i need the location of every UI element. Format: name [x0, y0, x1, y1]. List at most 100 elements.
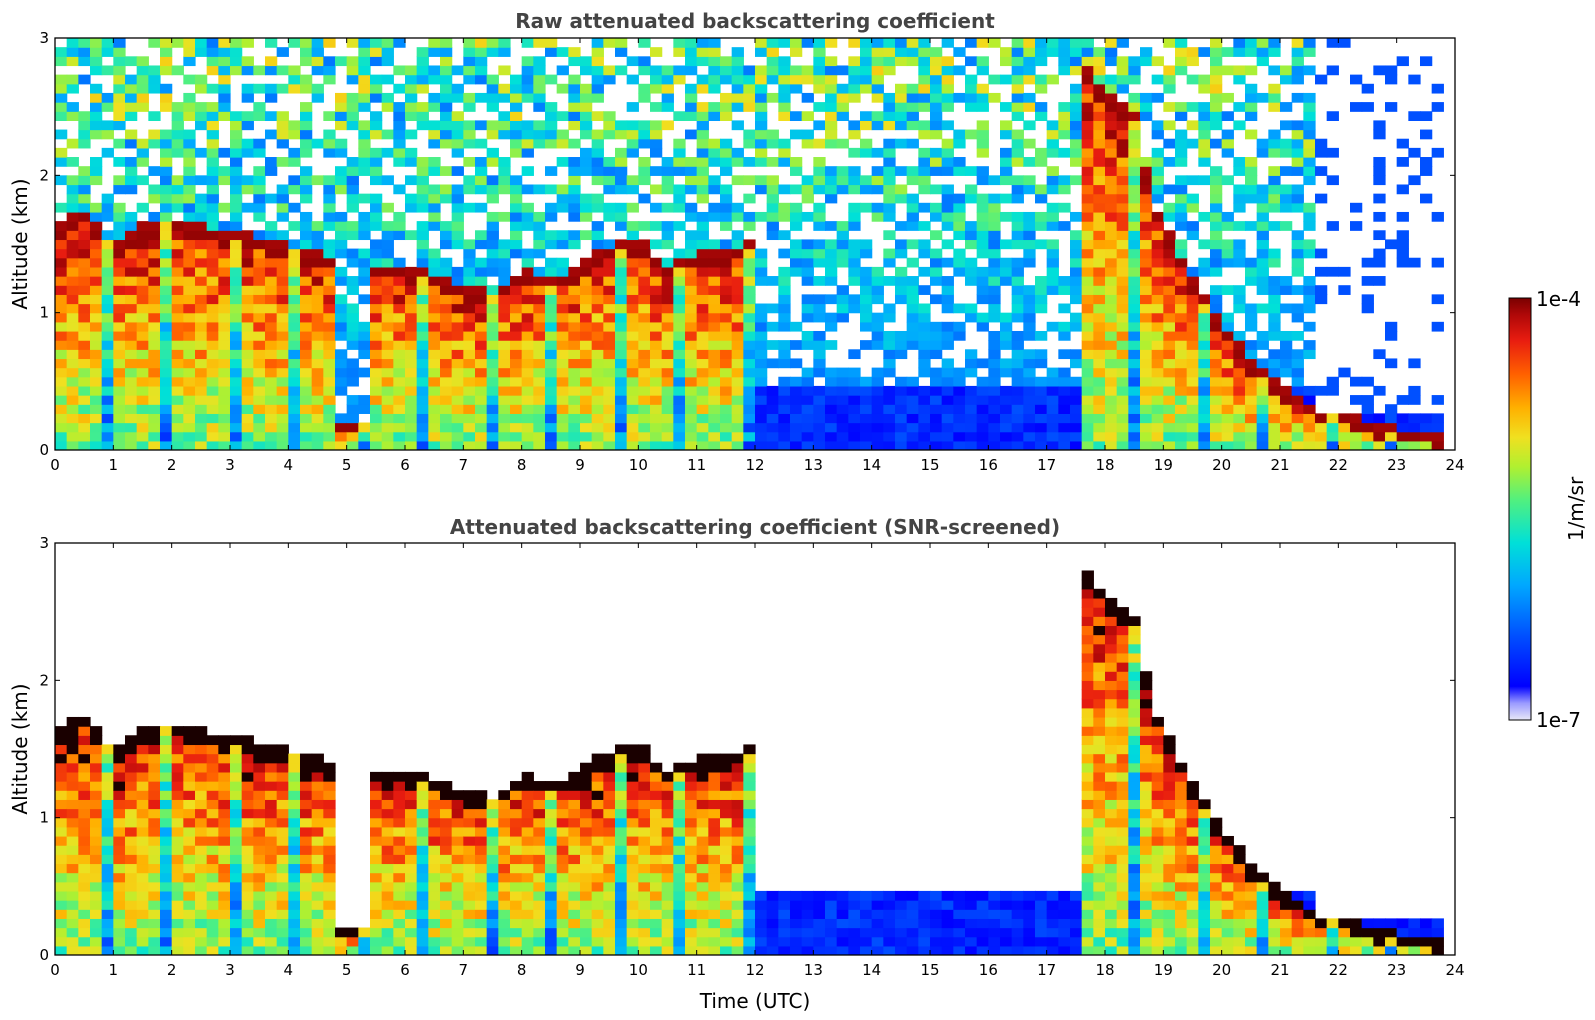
heatmap-cell [1070, 248, 1083, 259]
heatmap-cell [370, 266, 383, 277]
heatmap-cell [510, 147, 523, 158]
heatmap-cell [475, 431, 488, 442]
heatmap-cell [241, 349, 254, 360]
heatmap-cell [790, 376, 803, 387]
heatmap-cell [1058, 202, 1071, 213]
heatmap-cell [78, 808, 91, 819]
heatmap-cell [1128, 147, 1141, 158]
heatmap-cell [358, 129, 371, 140]
heatmap-cell [615, 321, 628, 332]
heatmap-cell [136, 239, 149, 250]
heatmap-cell [1081, 294, 1094, 305]
heatmap-cell [55, 753, 68, 764]
heatmap-cell [171, 367, 184, 378]
heatmap-cell [1128, 74, 1141, 85]
heatmap-cell [930, 321, 943, 332]
heatmap-cell [930, 248, 943, 259]
heatmap-cell [1046, 248, 1059, 259]
heatmap-cell [311, 817, 324, 828]
heatmap-cell [440, 111, 453, 121]
heatmap-cell [708, 385, 721, 396]
heatmap-cell [580, 927, 593, 938]
heatmap-cell [1396, 157, 1409, 167]
heatmap-cell [1105, 257, 1118, 268]
heatmap-cell [673, 248, 686, 259]
heatmap-cell [556, 945, 569, 955]
heatmap-cell [1198, 74, 1211, 85]
heatmap-cell [696, 147, 709, 158]
heatmap-cell [965, 239, 978, 250]
heatmap-cell [510, 248, 523, 259]
heatmap-cell [1245, 92, 1258, 103]
heatmap-cell [545, 358, 558, 369]
heatmap-cell [148, 863, 161, 874]
heatmap-cell [475, 863, 488, 874]
heatmap-cell [300, 945, 313, 955]
heatmap-cell [1140, 413, 1153, 424]
heatmap-cell [510, 211, 523, 222]
heatmap-cell [1221, 47, 1234, 57]
heatmap-cell [836, 413, 849, 424]
heatmap-cell [1210, 358, 1223, 369]
heatmap-cell [1291, 92, 1304, 103]
heatmap-cell [580, 83, 593, 94]
heatmap-cell [171, 312, 184, 323]
heatmap-cell [638, 120, 651, 131]
heatmap-cell [486, 285, 499, 295]
heatmap-cell [906, 221, 919, 231]
heatmap-cell [1081, 276, 1094, 286]
heatmap-cell [813, 312, 826, 323]
heatmap-cell [1186, 102, 1199, 112]
heatmap-cell [1070, 38, 1083, 48]
heatmap-cell [906, 413, 919, 424]
heatmap-cell [78, 230, 91, 241]
heatmap-cell [533, 845, 546, 855]
heatmap-cell [1268, 404, 1281, 414]
heatmap-cell [848, 266, 861, 277]
heatmap-cell [545, 918, 558, 929]
heatmap-cell [1361, 440, 1374, 450]
heatmap-cell [1128, 285, 1141, 295]
heatmap-cell [673, 138, 686, 149]
heatmap-cell [615, 147, 628, 158]
heatmap-cell [953, 440, 966, 450]
heatmap-cell [148, 781, 161, 791]
heatmap-cell [1116, 56, 1129, 67]
heatmap-cell [743, 138, 756, 149]
heatmap-cell [1256, 385, 1269, 396]
heatmap-cell [626, 175, 639, 186]
heatmap-cell [381, 881, 394, 892]
heatmap-cell [276, 184, 289, 195]
heatmap-cell [136, 385, 149, 396]
heatmap-cell [580, 157, 593, 167]
heatmap-cell [136, 927, 149, 938]
heatmap-cell [1245, 166, 1258, 176]
heatmap-cell [1116, 157, 1129, 167]
heatmap-cell [766, 395, 779, 405]
heatmap-cell [556, 799, 569, 810]
heatmap-cell [55, 83, 68, 94]
heatmap-cell [953, 65, 966, 76]
heatmap-cell [101, 771, 114, 782]
heatmap-cell [1070, 422, 1083, 433]
heatmap-cell [55, 294, 68, 305]
heatmap-cell [1023, 303, 1036, 314]
heatmap-cell [1303, 303, 1316, 314]
heatmap-cell [230, 927, 243, 938]
heatmap-cell [1058, 413, 1071, 424]
x-tick-label: 22 [1329, 456, 1348, 474]
heatmap-cell [510, 431, 523, 442]
heatmap-cell [650, 358, 663, 369]
heatmap-cell [615, 266, 628, 277]
heatmap-cell [300, 826, 313, 837]
heatmap-cell [125, 909, 138, 919]
heatmap-cell [860, 248, 873, 259]
heatmap-cell [90, 276, 103, 286]
heatmap-cell [265, 321, 278, 332]
x-tick-label: 15 [920, 456, 939, 474]
heatmap-cell [533, 349, 546, 360]
heatmap-cell [1256, 47, 1269, 57]
heatmap-cell [650, 83, 663, 94]
heatmap-cell [778, 395, 791, 405]
heatmap-cell [218, 881, 231, 892]
